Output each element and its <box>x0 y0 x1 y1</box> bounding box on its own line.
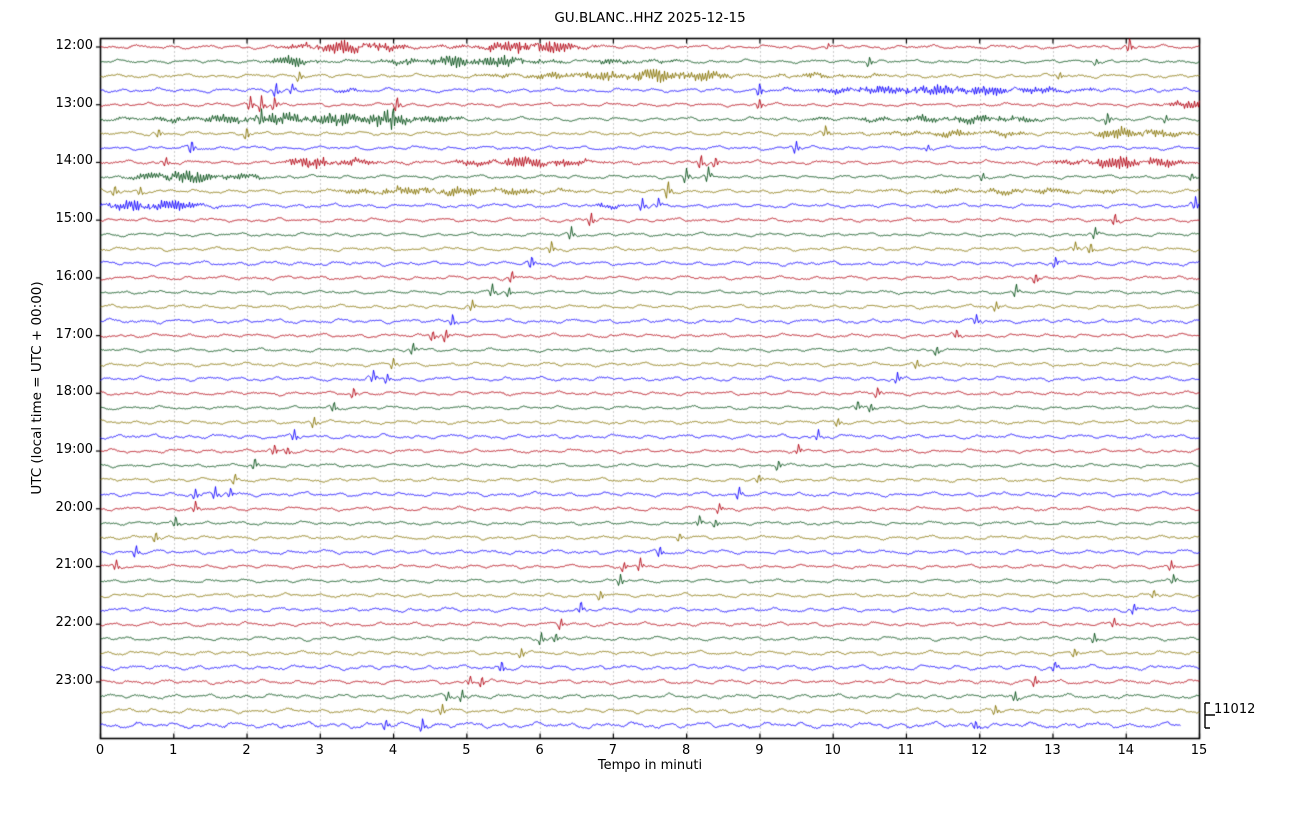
plot-title: GU.BLANC..HHZ 2025-12-15 <box>554 10 746 26</box>
x-tick-label: 9 <box>755 743 764 758</box>
hour-tick-label: 15:00 <box>55 211 93 227</box>
x-tick-label: 14 <box>1117 743 1134 758</box>
amplitude-scale-bracket <box>1204 702 1215 729</box>
x-tick-label: 13 <box>1044 743 1061 758</box>
x-tick-label: 0 <box>95 743 105 758</box>
hour-tick-label: 20:00 <box>55 499 93 515</box>
hour-tick-label: 17:00 <box>55 326 93 342</box>
x-tick-label: 2 <box>242 743 251 758</box>
x-tick-label: 3 <box>315 743 324 758</box>
x-tick-label: 8 <box>681 743 691 758</box>
hour-tick-label: 21:00 <box>55 557 93 573</box>
x-tick-label: 11 <box>897 743 915 758</box>
x-tick-label: 4 <box>388 743 398 758</box>
x-tick-label: 15 <box>1190 743 1208 758</box>
x-tick-label: 1 <box>169 743 178 758</box>
hour-tick-label: 19:00 <box>55 442 93 458</box>
hour-tick-label: 12:00 <box>55 38 93 53</box>
amplitude-scale-label: 11012 <box>1214 702 1256 717</box>
x-tick-label: 6 <box>535 743 544 758</box>
x-axis-label: Tempo in minuti <box>597 758 703 773</box>
x-tick-label: 10 <box>824 743 841 758</box>
x-tick-label: 7 <box>608 743 617 758</box>
x-tick-label: 12 <box>970 743 988 758</box>
hour-tick-label: 16:00 <box>55 268 93 284</box>
x-tick-label: 5 <box>462 743 471 758</box>
hour-tick-label: 23:00 <box>55 672 93 688</box>
hour-tick-label: 13:00 <box>55 95 93 111</box>
hour-tick-label: 18:00 <box>55 384 93 400</box>
hour-tick-label: 14:00 <box>55 153 93 169</box>
hour-tick-label: 22:00 <box>55 615 93 631</box>
